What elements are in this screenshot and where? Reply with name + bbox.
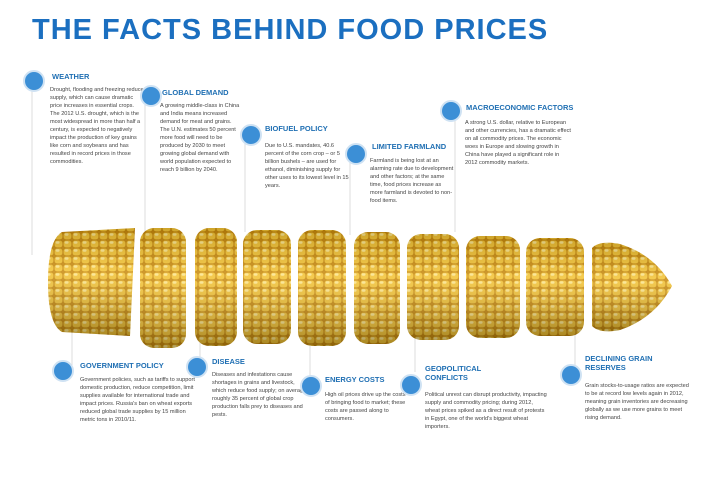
factor-title: DECLINING GRAIN RESERVES	[585, 354, 653, 372]
factor-title: GOVERNMENT POLICY	[80, 361, 164, 370]
factor-title: DISEASE	[212, 357, 245, 366]
factor-icon	[186, 356, 208, 378]
factor-text: Due to U.S. mandates, 40.6 percent of th…	[265, 143, 349, 189]
factor-text: Grain stocks-to-usage ratios are expecte…	[585, 383, 689, 421]
factor-title: GLOBAL DEMAND	[162, 88, 229, 97]
factor-icon	[52, 360, 74, 382]
factor-title: WEATHER	[52, 72, 90, 81]
factor-text: Drought, flooding and freezing reduce su…	[50, 87, 144, 165]
factor-text: Diseases and infestations cause shortage…	[212, 372, 308, 418]
factor-title: LIMITED FARMLAND	[372, 142, 447, 151]
factor-text: High oil prices drive up the costs of br…	[325, 392, 406, 422]
factor-title: BIOFUEL POLICY	[265, 124, 328, 133]
factor-text: A strong U.S. dollar, relative to Europe…	[465, 120, 571, 166]
factor-icon	[300, 375, 322, 397]
factor-text: Political unrest can disrupt productivit…	[425, 392, 547, 430]
factor-icon	[440, 100, 462, 122]
factor-title: MACROECONOMIC FACTORS	[466, 103, 574, 112]
factor-icon	[140, 85, 162, 107]
factor-text: A growing middle-class in China and Indi…	[160, 103, 240, 173]
page-title: THE FACTS BEHIND FOOD PRICES	[32, 14, 549, 46]
factor-text: Farmland is being lost at an alarming ra…	[370, 158, 454, 204]
factor-icon	[240, 124, 262, 146]
factor-text: Government policies, such as tariffs to …	[80, 377, 195, 423]
factor-icon	[23, 70, 45, 92]
factor-icon	[345, 143, 367, 165]
factor-icon	[400, 374, 422, 396]
factor-title: GEOPOLITICAL CONFLICTS	[425, 364, 482, 382]
factor-icon	[560, 364, 582, 386]
factor-title: ENERGY COSTS	[325, 375, 385, 384]
